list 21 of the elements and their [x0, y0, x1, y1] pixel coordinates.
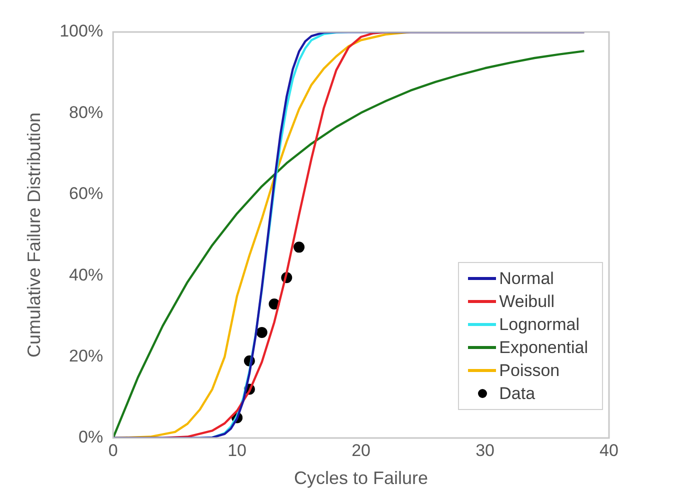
- x-tick-label: 20: [352, 440, 370, 460]
- legend-label: Poisson: [499, 360, 560, 380]
- point: [256, 326, 268, 338]
- legend-label: Lognormal: [499, 314, 580, 334]
- y-axis-title: Cumulative Failure Distribution: [24, 112, 44, 358]
- point: [294, 242, 305, 253]
- y-tick-label: 40%: [69, 265, 104, 284]
- y-tick-label: 80%: [69, 102, 104, 122]
- y-tick-label: 100%: [60, 22, 104, 41]
- legend-label: Normal: [499, 268, 554, 288]
- legend-label: Weibull: [499, 292, 555, 312]
- legend-label: Exponential: [499, 338, 588, 358]
- y-tick-label: 20%: [69, 346, 104, 366]
- x-tick-label: 10: [228, 440, 247, 460]
- x-axis-title: Cycles to Failure: [294, 468, 428, 488]
- x-tick-label: 30: [476, 440, 494, 460]
- y-tick-label: 60%: [69, 184, 104, 204]
- x-tick-label: 40: [600, 440, 618, 460]
- x-tick-label: 0: [108, 440, 118, 460]
- y-tick-label: 0%: [78, 428, 104, 447]
- legend-label: Data: [499, 384, 536, 404]
